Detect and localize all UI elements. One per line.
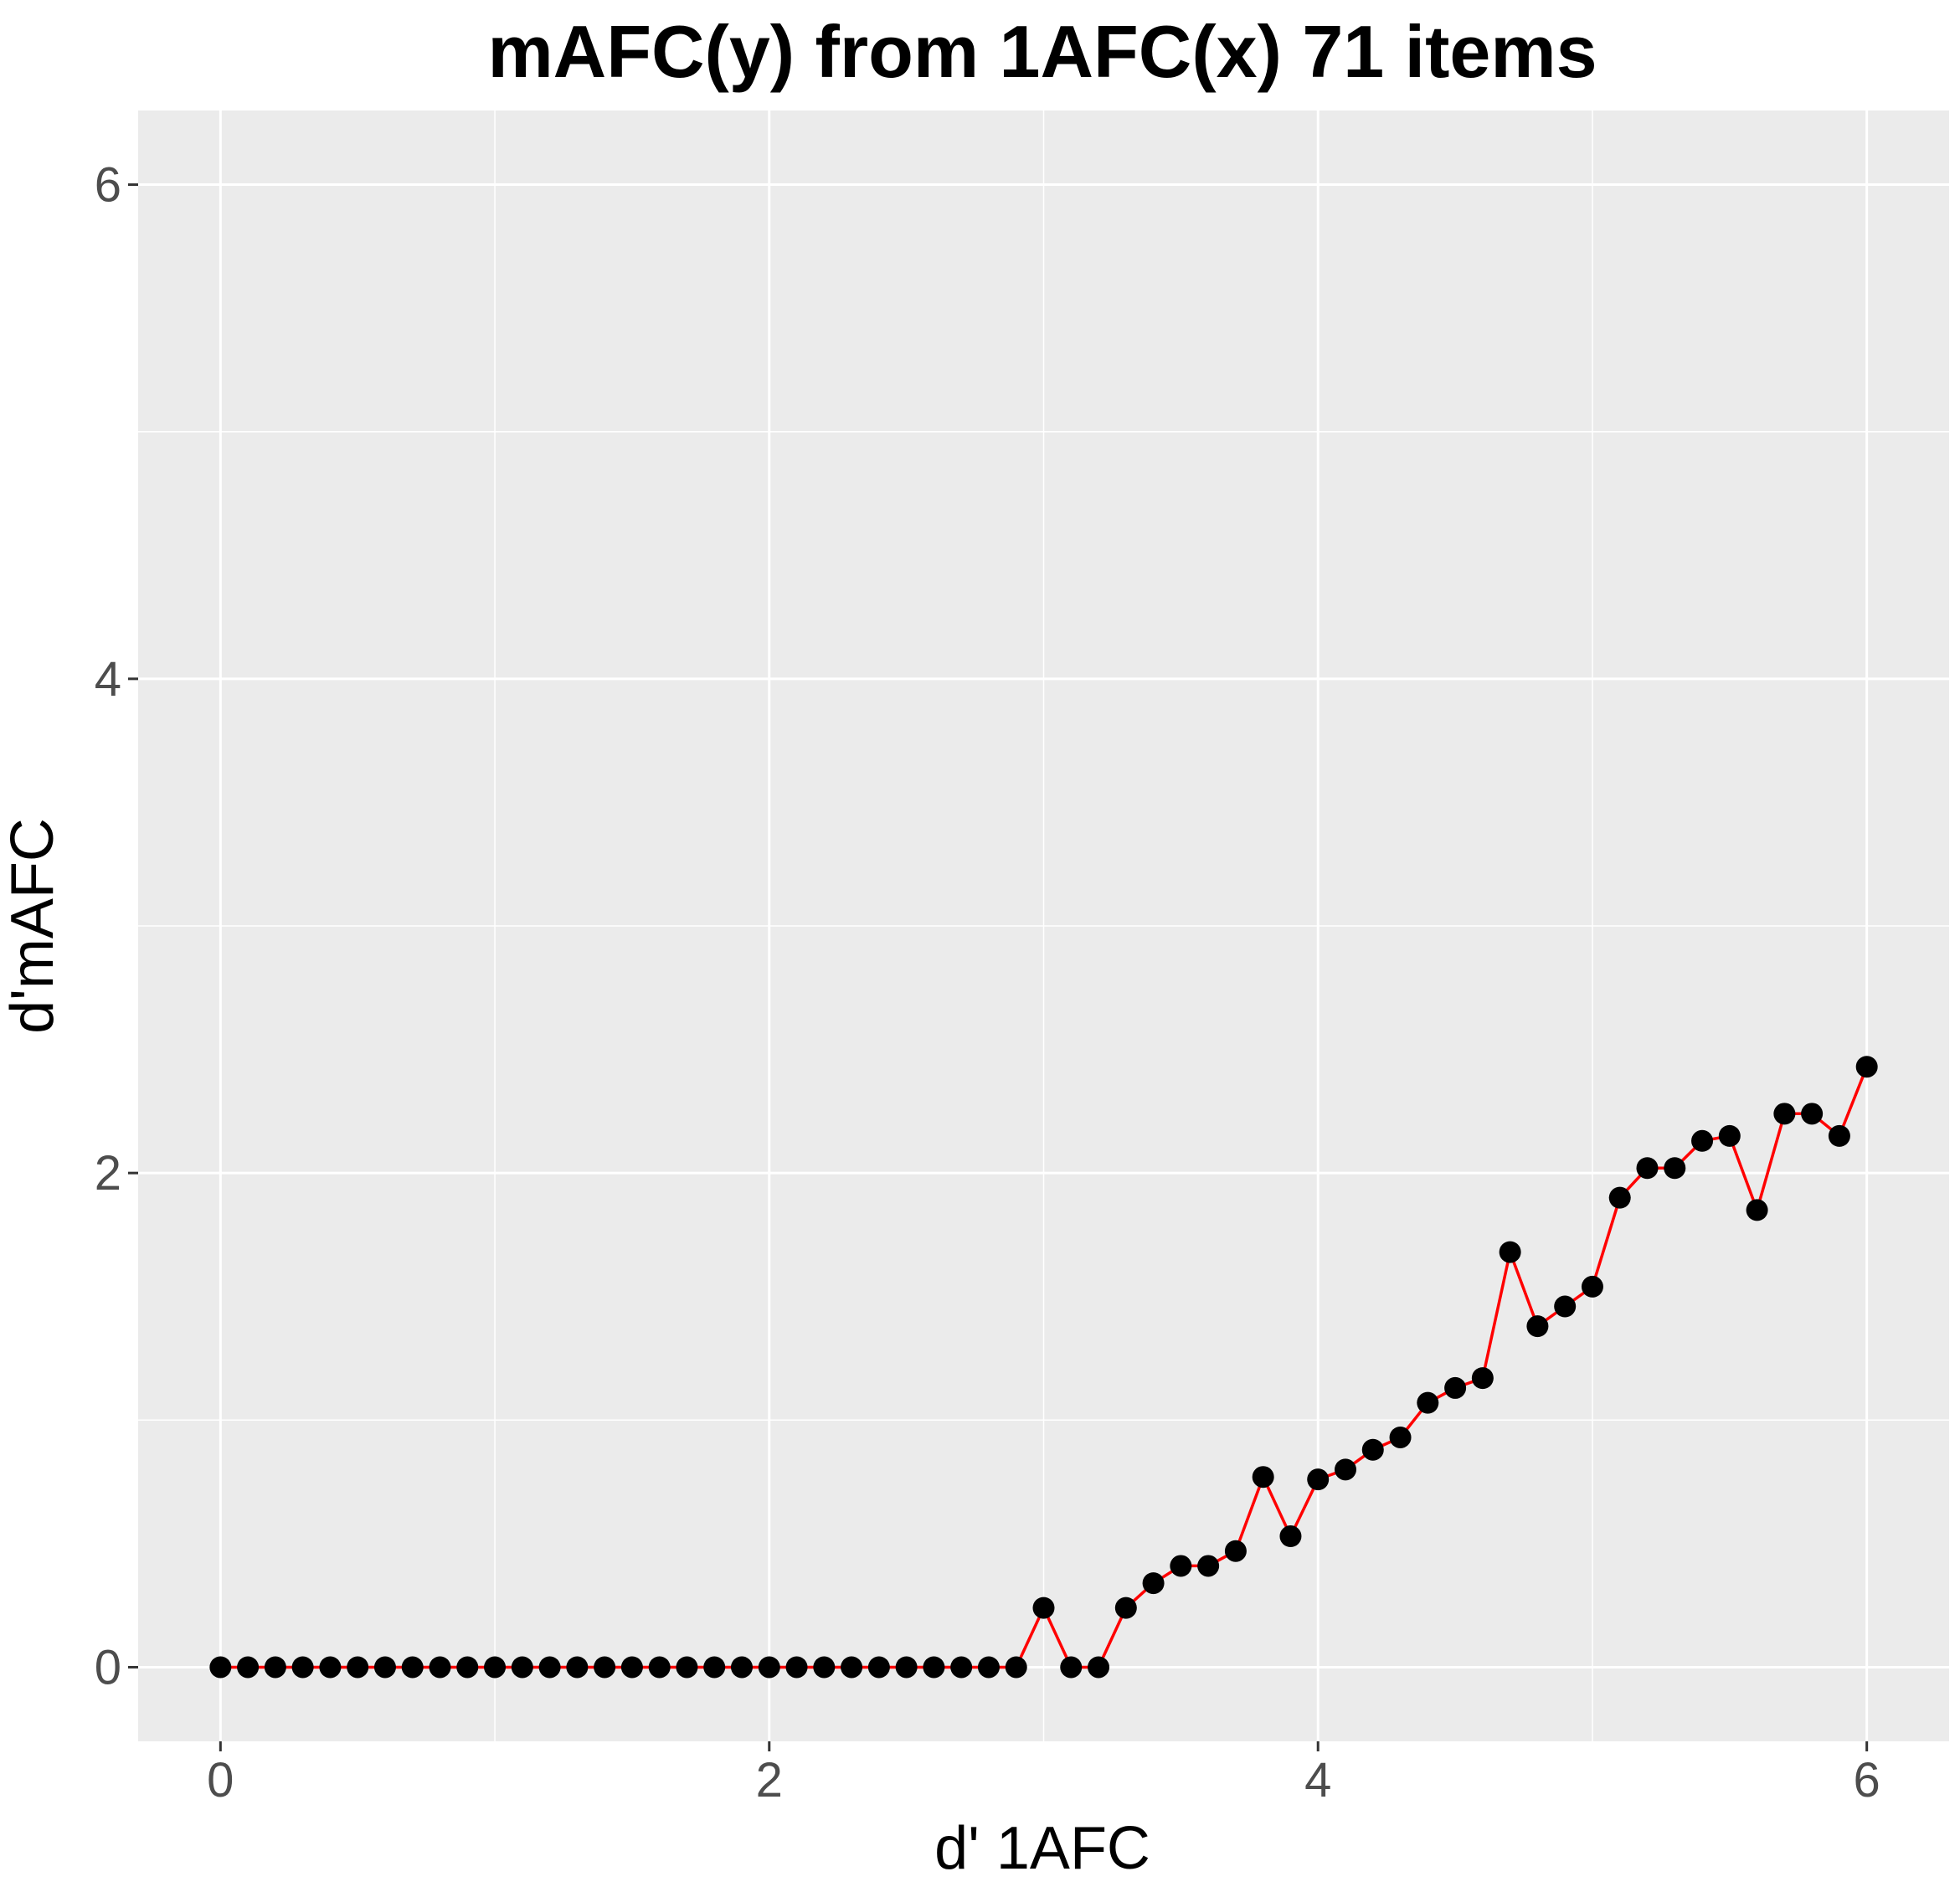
data-point — [1417, 1391, 1439, 1414]
data-point — [977, 1656, 1000, 1679]
data-point — [1307, 1468, 1330, 1491]
data-point — [1197, 1555, 1220, 1577]
x-axis-title: d' 1AFC — [934, 1815, 1150, 1882]
data-point — [1032, 1596, 1055, 1619]
data-point — [1636, 1157, 1659, 1180]
data-point — [1526, 1315, 1549, 1338]
data-point — [1279, 1525, 1302, 1548]
data-point — [484, 1656, 507, 1679]
data-point — [538, 1656, 561, 1679]
data-point — [1691, 1129, 1714, 1152]
grid-minor — [138, 111, 1949, 1741]
data-point — [401, 1656, 424, 1679]
data-point — [1142, 1572, 1165, 1595]
data-point — [1608, 1186, 1631, 1209]
data-point — [785, 1656, 808, 1679]
data-point — [1554, 1295, 1577, 1318]
data-point — [1801, 1103, 1824, 1125]
data-point — [237, 1656, 260, 1679]
data-point — [1114, 1596, 1137, 1619]
x-tick-label: 0 — [207, 1753, 234, 1807]
data-point — [291, 1656, 314, 1679]
data-point — [1773, 1103, 1796, 1125]
data-point — [1499, 1241, 1521, 1263]
data-point — [1335, 1458, 1356, 1481]
data-points — [209, 1056, 1878, 1679]
data-point — [1444, 1376, 1467, 1399]
data-point — [758, 1656, 780, 1679]
data-point — [1828, 1124, 1850, 1147]
y-tick-label: 2 — [95, 1146, 121, 1201]
data-point — [566, 1656, 589, 1679]
data-point — [1252, 1466, 1274, 1489]
data-point — [895, 1656, 918, 1679]
data-point — [456, 1656, 479, 1679]
data-point — [676, 1656, 698, 1679]
data-point — [813, 1656, 836, 1679]
data-point — [1581, 1275, 1603, 1298]
data-point — [1746, 1199, 1768, 1221]
data-point — [1361, 1438, 1384, 1461]
data-point — [841, 1656, 863, 1679]
y-tick-label: 6 — [95, 158, 121, 213]
data-point — [950, 1656, 973, 1679]
data-point — [703, 1656, 726, 1679]
data-point — [594, 1656, 616, 1679]
x-axis: 0 2 4 6 — [207, 1741, 1880, 1807]
y-tick-label: 0 — [95, 1640, 121, 1694]
data-point — [319, 1656, 342, 1679]
data-point — [347, 1656, 369, 1679]
x-tick-label: 2 — [756, 1753, 783, 1807]
data-point — [429, 1656, 451, 1679]
data-point — [1224, 1540, 1247, 1562]
data-point — [373, 1656, 396, 1679]
y-axis-title: d'mAFC — [0, 818, 66, 1034]
x-tick-label: 6 — [1854, 1753, 1880, 1807]
data-point — [209, 1656, 232, 1679]
data-point — [620, 1656, 643, 1679]
data-point — [1471, 1367, 1494, 1390]
y-tick-label: 4 — [95, 652, 121, 707]
data-point — [511, 1656, 533, 1679]
data-point — [1664, 1157, 1686, 1180]
data-point — [1170, 1555, 1192, 1577]
data-point — [1855, 1056, 1878, 1078]
data-point — [1718, 1124, 1741, 1147]
data-point — [867, 1656, 890, 1679]
data-point — [923, 1656, 945, 1679]
data-point — [264, 1656, 286, 1679]
data-point — [1088, 1656, 1110, 1679]
data-point — [1005, 1656, 1027, 1679]
data-point — [648, 1656, 671, 1679]
y-axis: 0 2 4 6 — [95, 158, 138, 1694]
chart-title: mAFC(y) from 1AFC(x) 71 items — [487, 10, 1597, 93]
data-point — [1060, 1656, 1083, 1679]
data-point — [731, 1656, 753, 1679]
x-tick-label: 4 — [1304, 1753, 1331, 1807]
data-point — [1389, 1426, 1412, 1448]
